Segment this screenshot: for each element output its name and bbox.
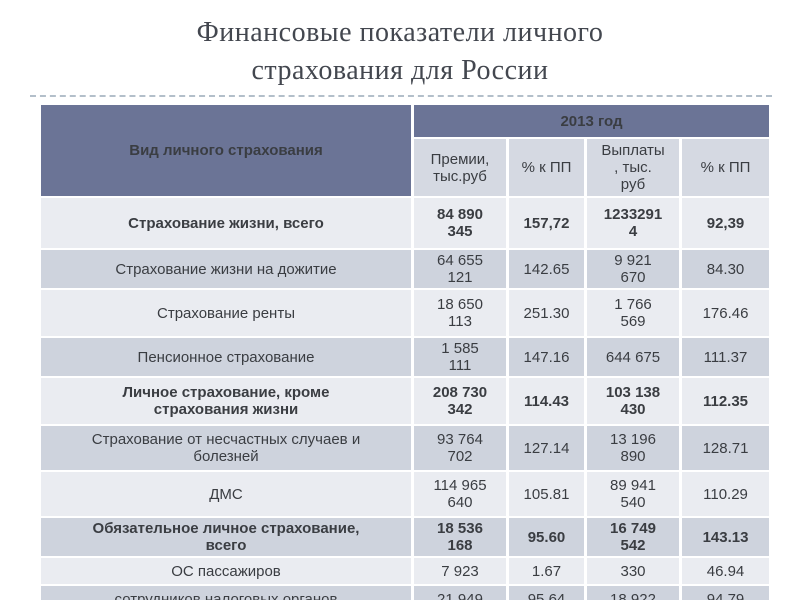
table-row: Пенсионное страхование 1 585 111 147.16 … xyxy=(41,338,770,376)
page-title-line2: страхования для России xyxy=(251,55,549,86)
pct1-cell: 95.60 xyxy=(509,518,584,556)
row-label-cell: Страхование жизни, всего xyxy=(41,198,411,248)
premium-cell: 93 764 702 xyxy=(414,426,506,470)
payout-cell: 330 xyxy=(587,558,679,584)
row-label-cell: ДМС xyxy=(41,472,411,516)
pct1-cell: 157,72 xyxy=(509,198,584,248)
row-label-cell: ОС пассажиров xyxy=(41,558,411,584)
premium-cell: 21 949 xyxy=(414,586,506,600)
table-row: Страхование от несчастных случаев и боле… xyxy=(41,426,770,470)
payout-cell: 18 922 xyxy=(587,586,679,600)
pct1-cell: 251.30 xyxy=(509,290,584,336)
pct2-cell: 143.13 xyxy=(682,518,770,556)
pct1-cell: 142.65 xyxy=(509,250,584,288)
pct1-cell: 1.67 xyxy=(509,558,584,584)
row-label-cell: Личное страхование, кроме страхования жи… xyxy=(41,378,411,424)
title-divider xyxy=(30,95,772,97)
payout-cell: 89 941 540 xyxy=(587,472,679,516)
row-label-cell: Обязательное личное страхование, всего xyxy=(41,518,411,556)
payout-cell: 13 196 890 xyxy=(587,426,679,470)
pct1-cell: 95.64 xyxy=(509,586,584,600)
pct2-cell: 110.29 xyxy=(682,472,770,516)
pct2-cell: 84.30 xyxy=(682,250,770,288)
row-label-cell: сотрудников налоговых органов xyxy=(41,586,411,600)
payout-cell: 9 921 670 xyxy=(587,250,679,288)
pct1-cell: 114.43 xyxy=(509,378,584,424)
subheader-pct-pp-2: % к ПП xyxy=(682,139,770,196)
table-row: ДМС 114 965 640 105.81 89 941 540 110.29 xyxy=(41,472,770,516)
table-row: Страхование жизни на дожитие 64 655 121 … xyxy=(41,250,770,288)
payout-cell: 644 675 xyxy=(587,338,679,376)
table-row: сотрудников налоговых органов 21 949 95.… xyxy=(41,586,770,600)
pct2-cell: 92,39 xyxy=(682,198,770,248)
pct1-cell: 147.16 xyxy=(509,338,584,376)
pct1-cell: 127.14 xyxy=(509,426,584,470)
subheader-payouts: Выплаты , тыс. руб xyxy=(587,139,679,196)
payout-cell: 1233291 4 xyxy=(587,198,679,248)
table-subheader-row: Премии, тыс.руб % к ПП Выплаты , тыс. ру… xyxy=(41,139,770,196)
table-row: Личное страхование, кроме страхования жи… xyxy=(41,378,770,424)
payout-cell: 1 766 569 xyxy=(587,290,679,336)
pct2-cell: 176.46 xyxy=(682,290,770,336)
page-title: Финансовые показатели личного страховани… xyxy=(0,14,800,90)
pct2-cell: 94.79 xyxy=(682,586,770,600)
table-row: Страхование ренты 18 650 113 251.30 1 76… xyxy=(41,290,770,336)
column-header-insurance-type: Вид личного страхования xyxy=(41,105,411,196)
premium-cell: 114 965 640 xyxy=(414,472,506,516)
premium-cell: 7 923 xyxy=(414,558,506,584)
row-label-cell: Страхование ренты xyxy=(41,290,411,336)
pct2-cell: 112.35 xyxy=(682,378,770,424)
page-title-line1: Финансовые показатели личного xyxy=(196,17,604,48)
premium-cell: 64 655 121 xyxy=(414,250,506,288)
pct2-cell: 111.37 xyxy=(682,338,770,376)
premium-cell: 84 890 345 xyxy=(414,198,506,248)
table-row: Обязательное личное страхование, всего 1… xyxy=(41,518,770,556)
premium-cell: 18 536 168 xyxy=(414,518,506,556)
row-label-cell: Страхование от несчастных случаев и боле… xyxy=(41,426,411,470)
subheader-premiums: Премии, тыс.руб xyxy=(414,139,506,196)
table-row: Страхование жизни, всего 84 890 345 157,… xyxy=(41,198,770,248)
subheader-pct-pp-1: % к ПП xyxy=(509,139,584,196)
row-label-cell: Пенсионное страхование xyxy=(41,338,411,376)
payout-cell: 16 749 542 xyxy=(587,518,679,556)
premium-cell: 1 585 111 xyxy=(414,338,506,376)
column-header-year: 2013 год xyxy=(414,105,770,137)
pct2-cell: 128.71 xyxy=(682,426,770,470)
pct1-cell: 105.81 xyxy=(509,472,584,516)
premium-cell: 18 650 113 xyxy=(414,290,506,336)
table-header-row: Вид личного страхования 2013 год xyxy=(41,105,770,196)
premium-cell: 208 730 342 xyxy=(414,378,506,424)
table-row: ОС пассажиров 7 923 1.67 330 46.94 xyxy=(41,558,770,584)
payout-cell: 103 138 430 xyxy=(587,378,679,424)
insurance-indicators-table: Вид личного страхования 2013 год Премии,… xyxy=(38,103,772,600)
row-label-cell: Страхование жизни на дожитие xyxy=(41,250,411,288)
pct2-cell: 46.94 xyxy=(682,558,770,584)
